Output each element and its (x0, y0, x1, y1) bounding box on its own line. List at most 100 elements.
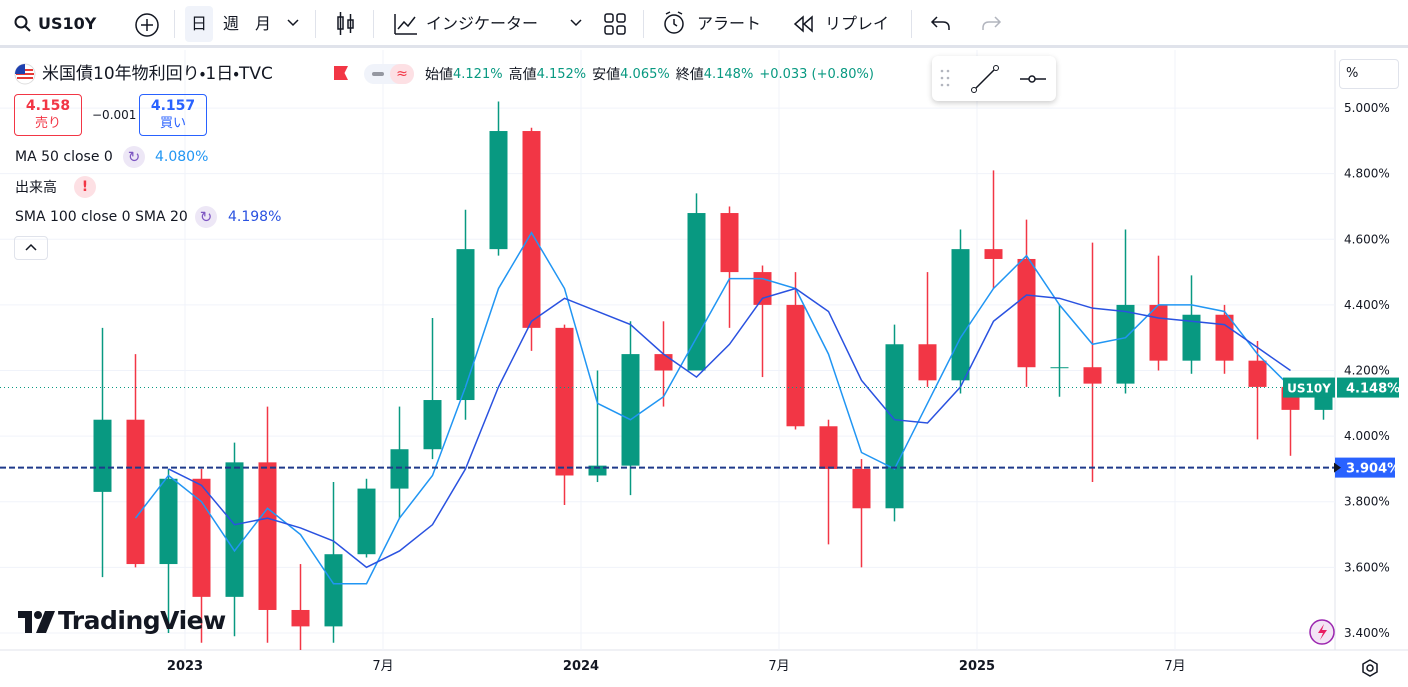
candle-body (1215, 314, 1234, 361)
symbol[interactable]: US10Y (38, 14, 97, 33)
candle-body (1017, 258, 1036, 368)
buy-price: 4.157 (150, 98, 196, 114)
trend-line-tool[interactable] (970, 64, 1000, 94)
interval[interactable]: 週 (223, 14, 240, 33)
candle-body (291, 609, 310, 627)
legend-title: 米国債10年物利回り・1日・TVC (42, 64, 273, 84)
horizontal-line-label-bg (1335, 457, 1395, 478)
ma-line (134, 231, 1292, 585)
spread: −0.001 (92, 108, 137, 122)
candle-body (1116, 304, 1135, 384)
ohlc-name: 高値 (508, 67, 537, 83)
drag-handle[interactable] (940, 68, 950, 88)
indicator-name: 出来高 (15, 180, 57, 196)
indicator-warning[interactable]: ! (74, 176, 96, 198)
candle-body (852, 468, 871, 509)
flag-icon (14, 63, 36, 85)
candle-body (621, 354, 640, 466)
replay-icon[interactable] (792, 14, 816, 34)
candle-body (225, 462, 244, 597)
undo[interactable] (930, 14, 952, 34)
candle-body (555, 327, 574, 476)
candle-body (522, 131, 541, 328)
buy-button[interactable]: 4.157 買い (139, 94, 207, 136)
search-icon[interactable] (14, 15, 32, 33)
buy-label: 買い (159, 116, 186, 131)
interval[interactable]: 月 (255, 14, 272, 33)
axes: 3.400% 3.600% 3.800% 4.000% 4.200% 4.400% 4.60… (167, 101, 1400, 674)
y-tick-label: 4.000% (1344, 429, 1390, 443)
candle-body (1149, 304, 1168, 361)
percent-scale-button[interactable]: % (1339, 59, 1399, 89)
price-label: 4.148% (1346, 382, 1400, 397)
y-tick-label: 3.400% (1344, 626, 1390, 640)
watermark-text: TradingView (58, 606, 226, 635)
candle-body (390, 449, 409, 489)
flag-marker[interactable] (334, 66, 348, 80)
indicator-value: 4.198% (228, 209, 282, 225)
indicator-value: 4.080% (155, 149, 209, 165)
x-tick-label: 2025 (959, 659, 995, 674)
y-tick-label: 5.000% (1344, 101, 1390, 115)
ohlc-value: 4.065% (620, 67, 670, 82)
add-symbol[interactable] (134, 12, 160, 38)
layouts[interactable] (604, 13, 626, 35)
chart-type[interactable] (335, 11, 357, 37)
y-tick-label: 4.400% (1344, 298, 1390, 312)
ohlc-name: 安値 (592, 67, 621, 83)
x-tick-label: 2024 (563, 659, 599, 674)
indicator-icon[interactable]: ↻ (123, 146, 145, 168)
settings-icon[interactable] (1362, 659, 1378, 677)
indicators-button[interactable]: インジケーター (426, 14, 539, 33)
dropdown[interactable] (570, 18, 582, 28)
x-tick-label: 7月 (1164, 659, 1185, 674)
candle-body (1050, 367, 1069, 369)
status-pill[interactable]: ≈ (364, 64, 414, 84)
candle-body (1248, 360, 1267, 387)
horizontal-line-marker (1334, 462, 1341, 473)
sell-button[interactable]: 4.158 売り (14, 94, 82, 136)
candle-body (687, 213, 706, 371)
x-tick-label: 7月 (372, 659, 393, 674)
candle-body (588, 465, 607, 476)
candle-body (357, 488, 376, 555)
candle-body (456, 249, 475, 401)
indicators-icon[interactable] (393, 12, 419, 36)
replay-button[interactable]: リプレイ (825, 14, 890, 33)
candle-body (654, 354, 673, 371)
candle-body (489, 131, 508, 250)
candle-body (159, 478, 178, 565)
candle-body (1182, 314, 1201, 361)
collapse-legend[interactable] (14, 236, 48, 260)
interval[interactable]: 日 (191, 14, 208, 33)
candle-body (819, 426, 838, 469)
ohlc-value: 4.152% (536, 67, 587, 82)
sell-price: 4.158 (25, 98, 71, 114)
change: +0.033 (+0.80%) (759, 67, 874, 82)
alert-icon[interactable] (662, 11, 688, 37)
candle-body (918, 344, 937, 381)
dropdown[interactable] (287, 18, 299, 28)
candle-body (786, 304, 805, 427)
interval-active-bg (185, 6, 213, 42)
price-symbol: US10Y (1287, 382, 1331, 396)
x-tick-label: 7月 (768, 659, 789, 674)
horizontal-line-label: 3.904% (1346, 462, 1400, 477)
alert-button[interactable]: アラート (697, 14, 762, 33)
candle-body (984, 249, 1003, 259)
candle-body (93, 419, 112, 492)
grid (0, 50, 1335, 650)
candle-body (126, 419, 145, 565)
indicator-icon[interactable]: ↻ (195, 206, 217, 228)
redo[interactable] (980, 14, 1002, 34)
candle-body (720, 213, 739, 273)
sell-label: 売り (34, 116, 61, 131)
y-tick-label: 3.600% (1344, 560, 1390, 574)
chart: 3.400% 3.600% 3.800% 4.000% 4.200% 4.400% 4.60… (0, 50, 1408, 677)
indicator-name: MA 50 close 0 (15, 149, 113, 165)
news-bolt (1318, 624, 1327, 640)
drawing-toolbar (932, 56, 1056, 101)
horizontal-ray-tool[interactable] (1018, 66, 1048, 92)
y-tick-label: 4.200% (1344, 364, 1390, 378)
ohlc-name: 始値 (425, 67, 453, 83)
